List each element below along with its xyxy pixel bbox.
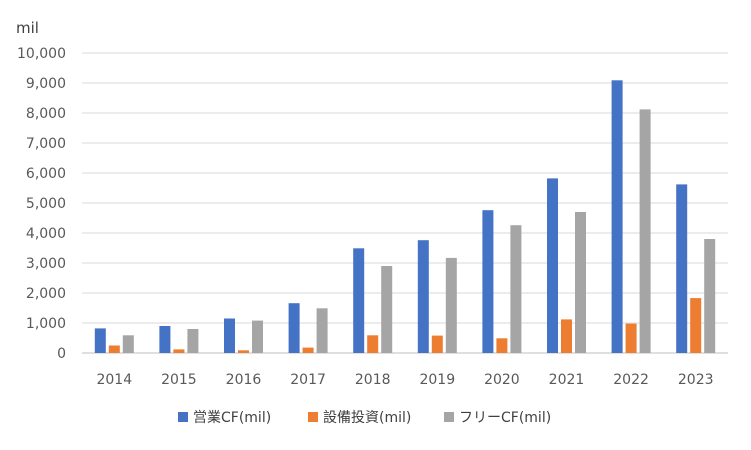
bar-2020-series-1	[496, 338, 508, 353]
bar-2017-series-1	[302, 347, 314, 353]
y-axis-tick-labels: 0 1,000 2,000 3,000 4,000 5,000 6,000 7,000 8,00…	[17, 46, 66, 362]
bar-2020-series-0	[482, 210, 494, 353]
legend: 営業CF(mil) 設備投資(mil) フリーCF(mil)	[178, 410, 551, 426]
x-tick-label: 2020	[484, 372, 520, 388]
bar-2018-series-1	[367, 335, 379, 353]
bar-2018-series-2	[381, 266, 393, 353]
bar-2014-series-0	[94, 328, 106, 353]
bar-2019-series-1	[431, 335, 443, 353]
x-tick-label: 2014	[96, 372, 132, 388]
bar-2019-series-2	[445, 257, 457, 353]
bar-2022-series-2	[639, 109, 651, 354]
bar-2016-series-2	[252, 320, 263, 353]
bar-2022-series-1	[625, 323, 637, 353]
x-tick-label: 2022	[613, 372, 649, 388]
bar-2019-series-0	[417, 240, 429, 353]
y-tick-label: 0	[57, 346, 66, 362]
legend-label: 設備投資(mil)	[323, 410, 411, 426]
bar-2016-series-1	[238, 350, 249, 353]
legend-swatch	[308, 412, 318, 422]
y-tick-label: 7,000	[26, 136, 66, 152]
y-tick-label: 5,000	[26, 196, 66, 212]
bar-2021-series-0	[547, 178, 558, 353]
legend-label: フリーCF(mil)	[459, 410, 551, 426]
bar-2021-series-1	[561, 319, 572, 353]
bar-2017-series-0	[288, 303, 300, 353]
bar-2022-series-0	[611, 80, 623, 354]
bar-2020-series-2	[510, 225, 522, 353]
bar-2023-series-2	[704, 239, 716, 353]
y-tick-label: 2,000	[26, 286, 66, 302]
gridlines	[82, 52, 728, 354]
x-tick-label: 2018	[355, 372, 391, 388]
x-axis-tick-labels: 2014 2015 2016 2017 2018 2019 2020 2021 2022 2023	[96, 372, 713, 388]
bar-2014-series-2	[122, 335, 134, 353]
bar-2015-series-1	[173, 349, 185, 353]
x-tick-label: 2021	[549, 372, 585, 388]
y-tick-label: 9,000	[26, 76, 66, 92]
x-tick-label: 2016	[226, 372, 262, 388]
x-tick-label: 2023	[678, 372, 714, 388]
x-tick-label: 2019	[419, 372, 455, 388]
y-axis-unit-label: mil	[16, 19, 39, 37]
y-tick-label: 6,000	[26, 166, 66, 182]
bar-2015-series-0	[159, 326, 171, 353]
bar-2018-series-0	[353, 248, 365, 353]
y-tick-label: 10,000	[17, 46, 66, 62]
bar-series	[94, 80, 716, 354]
legend-swatch	[444, 412, 454, 422]
bar-2023-series-1	[690, 298, 702, 353]
bar-2015-series-2	[187, 329, 199, 353]
x-tick-label: 2017	[290, 372, 326, 388]
bar-2017-series-2	[316, 308, 328, 353]
y-tick-label: 4,000	[26, 226, 66, 242]
x-tick-label: 2015	[161, 372, 197, 388]
y-tick-label: 1,000	[26, 316, 66, 332]
bar-2023-series-0	[676, 184, 688, 353]
y-tick-label: 3,000	[26, 256, 66, 272]
bar-2016-series-0	[224, 318, 235, 353]
bar-2021-series-2	[575, 212, 586, 353]
legend-label: 営業CF(mil)	[193, 410, 271, 426]
bar-2014-series-1	[108, 345, 120, 353]
y-tick-label: 8,000	[26, 106, 66, 122]
legend-swatch	[178, 412, 188, 422]
